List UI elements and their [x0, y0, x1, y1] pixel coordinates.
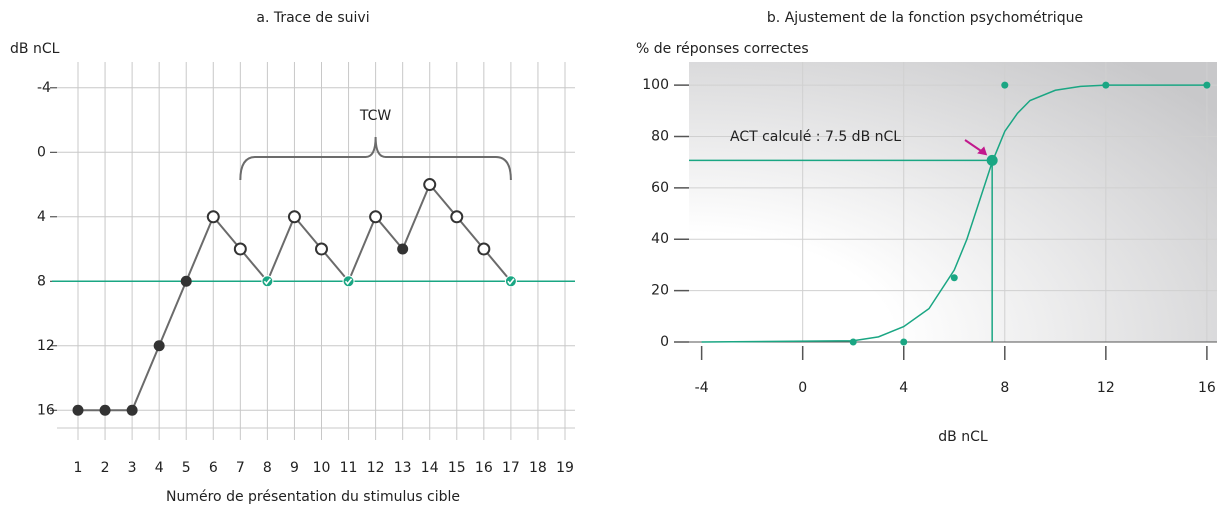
y-tick-label: 0 — [660, 334, 669, 350]
point — [1102, 81, 1110, 89]
y-tick-label: 20 — [651, 283, 669, 299]
x-tick-label: 7 — [236, 460, 245, 476]
x-tick-label: -4 — [695, 380, 709, 396]
x-tick-label: 8 — [1000, 380, 1009, 396]
x-tick-label: 9 — [290, 460, 299, 476]
y-tick-label: 12 — [37, 338, 55, 354]
x-tick-label: 16 — [1198, 380, 1216, 396]
point — [233, 242, 247, 256]
point — [950, 274, 958, 282]
point — [99, 404, 111, 416]
y-tick-label: 80 — [651, 128, 669, 144]
x-tick-label: 11 — [340, 460, 358, 476]
y-axis-label: dB nCL — [10, 41, 60, 57]
marker-point — [986, 154, 998, 166]
x-tick-label: 19 — [556, 460, 574, 476]
y-tick-label: 100 — [642, 77, 669, 93]
point — [369, 210, 383, 224]
point — [1203, 81, 1211, 89]
point — [450, 210, 464, 224]
point — [849, 338, 857, 346]
point — [206, 210, 220, 224]
y-tick-label: 60 — [651, 180, 669, 196]
brace — [239, 136, 512, 181]
x-tick-label: 18 — [529, 460, 547, 476]
point — [153, 340, 165, 352]
plot-background — [689, 62, 1217, 342]
x-tick-label: 14 — [421, 460, 439, 476]
y-tick-label: 8 — [37, 273, 46, 289]
point — [900, 338, 908, 346]
arrow — [964, 139, 984, 154]
arrow-head — [977, 146, 988, 156]
annotation: TCW — [359, 108, 392, 124]
x-tick-label: 12 — [1097, 380, 1115, 396]
annotation: ACT calculé : 7.5 dB nCL — [730, 129, 901, 145]
x-tick-label: 3 — [128, 460, 137, 476]
chart-title: b. Ajustement de la fonction psychométri… — [767, 10, 1083, 26]
point — [423, 178, 437, 192]
point — [126, 404, 138, 416]
point — [72, 404, 84, 416]
point — [315, 242, 328, 256]
y-tick-label: 40 — [651, 231, 669, 247]
check-icon — [263, 278, 272, 286]
fit-curve — [701, 84, 1207, 343]
x-tick-label: 6 — [209, 460, 218, 476]
x-tick-label: 1 — [74, 460, 83, 476]
x-tick-label: 5 — [182, 460, 191, 476]
x-axis-label: Numéro de présentation du stimulus cible — [166, 489, 460, 505]
x-tick-label: 16 — [475, 460, 493, 476]
y-tick-label: 4 — [37, 209, 46, 225]
check-icon — [344, 278, 353, 286]
y-axis-label: % de réponses correctes — [636, 41, 809, 57]
x-tick-label: 10 — [313, 460, 331, 476]
x-tick-label: 17 — [502, 460, 520, 476]
point — [180, 275, 192, 287]
x-tick-label: 12 — [367, 460, 385, 476]
x-tick-label: 4 — [899, 380, 908, 396]
y-tick-label: -4 — [37, 80, 51, 96]
x-axis-label: dB nCL — [938, 429, 988, 445]
x-tick-label: 0 — [798, 380, 807, 396]
x-tick-label: 15 — [448, 460, 466, 476]
point — [477, 242, 491, 256]
point — [1001, 81, 1009, 89]
x-tick-label: 2 — [101, 460, 110, 476]
x-tick-label: 4 — [155, 460, 164, 476]
y-tick-label: 0 — [37, 144, 46, 160]
check-icon — [507, 278, 515, 286]
y-tick-label: 16 — [37, 402, 55, 418]
x-tick-label: 8 — [263, 460, 272, 476]
point — [397, 243, 409, 255]
x-tick-label: 13 — [394, 460, 412, 476]
chart-title: a. Trace de suivi — [256, 10, 369, 26]
point — [287, 210, 301, 224]
